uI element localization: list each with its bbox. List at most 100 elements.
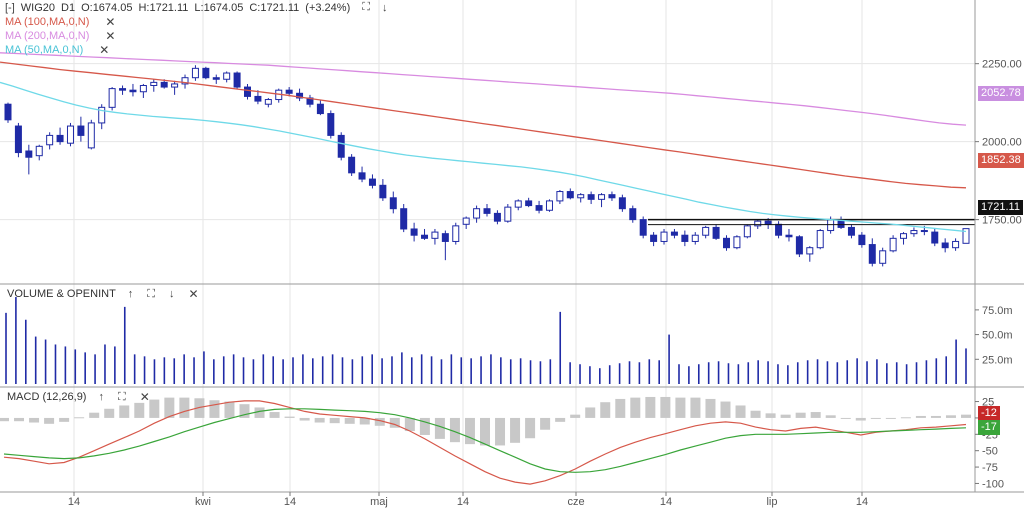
arrow-up-icon[interactable]: ↑ — [98, 391, 104, 403]
candle-body — [473, 208, 481, 219]
candle-body — [764, 220, 772, 225]
candle — [473, 205, 481, 223]
candle — [368, 174, 376, 189]
candle — [46, 132, 54, 150]
signal-value-tag: -17 — [978, 420, 1000, 435]
y-tick-label: -50 — [982, 446, 998, 458]
close-icon[interactable]: ✕ — [105, 15, 116, 29]
candle-body — [618, 197, 626, 210]
macd-histogram-bar — [149, 399, 160, 418]
candle-body — [795, 236, 803, 255]
close-icon[interactable]: ✕ — [105, 29, 116, 43]
macd-histogram-bar — [855, 417, 866, 421]
candle — [618, 194, 626, 212]
candle-body — [87, 122, 95, 149]
candle-body — [514, 200, 522, 208]
candle-body — [244, 86, 251, 97]
x-tick-label: kwi — [195, 496, 211, 508]
candle — [358, 166, 366, 183]
signal-line — [3, 408, 967, 473]
candle-body — [98, 106, 106, 124]
candle-body — [139, 85, 147, 93]
candle — [525, 197, 533, 208]
macd-histogram-bar — [89, 412, 100, 418]
close-icon[interactable]: ✕ — [99, 43, 110, 57]
candle-body — [296, 92, 304, 99]
candle-body — [77, 125, 85, 136]
candle — [556, 189, 564, 205]
macd-histogram-bar — [104, 408, 115, 418]
macd-histogram-bar — [269, 412, 280, 418]
macd-histogram-bar — [780, 414, 791, 418]
overlay-ma100: MA (100,MA,0,N) ✕ — [5, 15, 115, 29]
candle — [785, 228, 793, 242]
candle-body — [754, 220, 762, 227]
macd-histogram-bar — [961, 414, 971, 418]
candle-body — [233, 72, 241, 88]
candle-body — [421, 234, 429, 239]
candle — [941, 238, 949, 253]
candle — [421, 228, 429, 240]
expand-icon[interactable]: ⛶ — [362, 1, 370, 13]
candle — [98, 104, 106, 130]
macd-histogram-bar — [690, 397, 701, 418]
arrow-down-icon[interactable]: ↓ — [169, 288, 175, 300]
candle — [285, 87, 293, 97]
high-value: H:1721.11 — [138, 1, 189, 14]
candle-body — [733, 236, 741, 249]
candle — [327, 110, 335, 139]
candle-body — [785, 234, 793, 238]
macd-histogram-bar — [284, 416, 295, 418]
candle — [139, 83, 147, 98]
chart-header: [-] WIG20 D1 O:1674.05 H:1721.11 L:1674.… — [5, 1, 387, 14]
candle-body — [316, 103, 324, 115]
macd-histogram-bar — [359, 417, 370, 425]
arrow-down-icon[interactable]: ↓ — [381, 1, 388, 14]
close-icon[interactable]: ✕ — [139, 390, 150, 404]
candle — [25, 144, 33, 175]
arrow-up-icon[interactable]: ↑ — [127, 288, 134, 300]
candle — [56, 127, 64, 145]
macd-value-tag: -12 — [978, 406, 1000, 421]
macd-line — [3, 400, 967, 485]
expand-icon[interactable]: ⛶ — [147, 287, 155, 300]
macd-histogram-bar — [630, 397, 641, 418]
overlay-label: MA (50,MA,0,N) — [5, 44, 84, 56]
macd-histogram-bar — [795, 412, 806, 418]
candle — [868, 238, 876, 267]
candle — [712, 224, 720, 240]
candle — [66, 122, 74, 147]
candle — [337, 132, 345, 161]
candle — [77, 116, 85, 142]
macd-histogram-bar — [299, 417, 310, 421]
collapse-button[interactable]: [-] — [5, 1, 15, 14]
price-value-tag: 1721.11 — [978, 200, 1023, 215]
candle — [577, 193, 585, 203]
macd-histogram-bar — [344, 417, 355, 424]
candle — [181, 74, 189, 89]
macd-histogram-bar — [480, 417, 490, 446]
candle-body — [66, 125, 74, 144]
macd-histogram-bar — [59, 417, 70, 422]
macd-histogram-bar — [239, 404, 250, 418]
candle — [244, 83, 251, 100]
expand-icon[interactable]: ⛶ — [117, 390, 126, 403]
candle-body — [254, 95, 262, 102]
y-tick-label: 2250.00 — [982, 59, 1022, 71]
y-tick-label: 75.0m — [982, 305, 1013, 317]
candle-body — [389, 197, 397, 210]
candle-body — [941, 242, 949, 249]
candle — [191, 65, 199, 81]
close-icon[interactable]: ✕ — [188, 287, 199, 301]
candle — [254, 90, 262, 105]
y-tick-label: 2000.00 — [982, 137, 1022, 149]
candle — [681, 230, 689, 247]
candle-body — [171, 83, 179, 88]
candle-body — [431, 231, 439, 239]
candle-body — [743, 225, 751, 238]
candle-body — [493, 212, 501, 222]
candle — [150, 79, 158, 92]
symbol-label: WIG20 — [20, 1, 56, 14]
close-value: C:1721.11 — [249, 1, 300, 14]
macd-histogram-bar — [540, 417, 551, 430]
